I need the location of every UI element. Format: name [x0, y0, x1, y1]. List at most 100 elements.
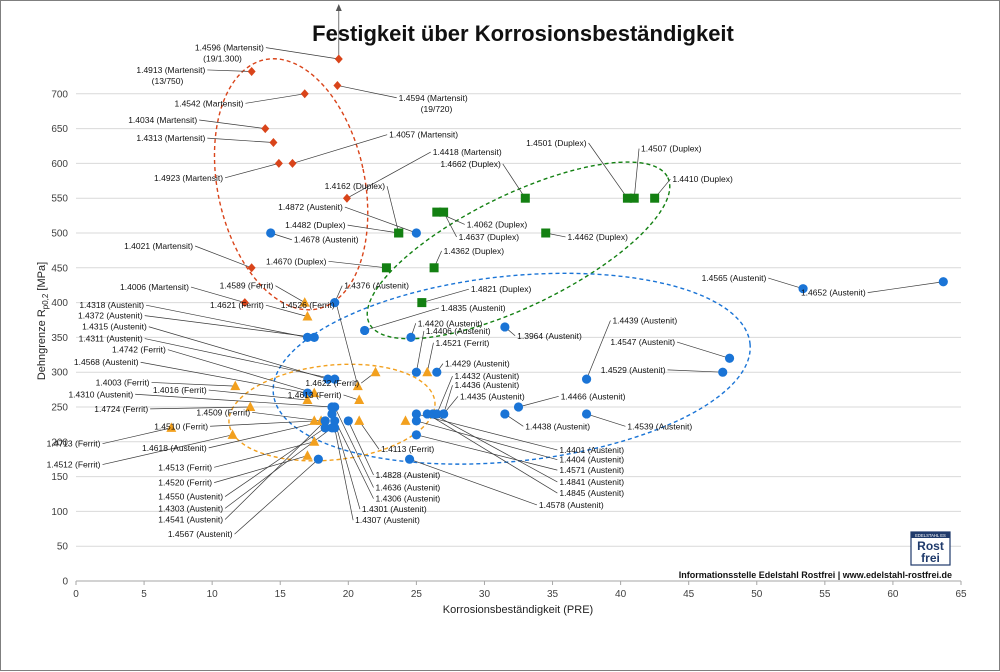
y-axis-title-unit: [MPa] [36, 262, 48, 294]
chart-title: Festigkeit über Korrosionsbeständigkeit [312, 21, 734, 46]
point-label-sub: (19/720) [421, 104, 453, 114]
leader-line [336, 305, 359, 387]
x-tick-label: 35 [547, 589, 559, 600]
point-austenit [422, 409, 432, 419]
point-austenit [581, 374, 592, 384]
leader-line [190, 286, 245, 303]
axes: 0501001502002503003504004505005506006507… [51, 4, 967, 600]
ellipse-martensit [213, 58, 369, 311]
x-tick-label: 30 [479, 589, 491, 600]
leader-line [768, 277, 804, 290]
leader-line [421, 288, 469, 303]
y-tick-label: 500 [51, 229, 68, 240]
point-label: 1.4301 (Austenit) [362, 504, 427, 514]
point-ferrit [230, 380, 241, 391]
point-ferrit [354, 415, 365, 425]
point-austenit [581, 409, 592, 419]
point-ferrit [309, 436, 320, 446]
point-label: 1.4162 (Duplex) [325, 181, 386, 191]
point-martensit [288, 158, 297, 168]
leader-line [144, 338, 335, 380]
leader-line [436, 376, 453, 415]
point-label: 1.4016 (Ferrit) [153, 385, 207, 395]
y-tick-label: 350 [51, 333, 68, 344]
point-label: 1.4670 (Duplex) [266, 256, 327, 266]
point-label: 1.4542 (Martensit) [174, 98, 243, 108]
point-label: 1.4713 (Ferrit) [47, 439, 101, 449]
leader-line [194, 245, 252, 269]
point-martensit [342, 193, 351, 203]
leader-line [245, 93, 305, 104]
leader-line [347, 224, 399, 234]
x-axis-title: Korrosionsbeständigkeit (PRE) [443, 604, 593, 616]
y-tick-label: 600 [51, 159, 68, 170]
point-label: 1.4438 (Austenit) [525, 421, 590, 431]
source-credit: Informationsstelle Edelstahl Rostfrei | … [679, 570, 952, 580]
point-labels: 1.4596 (Martensit)(19/1.300)1.4913 (Mart… [47, 43, 866, 540]
point-label: 1.4507 (Duplex) [641, 144, 702, 154]
leader-line [346, 151, 431, 199]
logo-rost-text: Rost [917, 539, 944, 553]
point-label: 1.4006 (Martensit) [120, 282, 189, 292]
point-label: 1.4432 (Austenit) [455, 371, 520, 381]
point-label: 1.4311 (Austenit) [79, 334, 143, 344]
point-austenit [327, 409, 337, 419]
leader-line [151, 382, 236, 387]
point-label: 1.4828 (Austenit) [376, 470, 441, 480]
leader-line [676, 341, 730, 359]
point-label: 1.4636 (Austenit) [376, 483, 441, 493]
y-axis-title-main: Dehngrenze R [36, 309, 48, 380]
point-label: 1.4589 (Ferrit) [220, 281, 274, 291]
y-tick-label: 550 [51, 194, 68, 205]
point-label-sub: (19/1.300) [203, 54, 242, 64]
y-tick-label: 50 [57, 542, 69, 553]
point-label: 1.4362 (Duplex) [444, 246, 505, 256]
point-duplex [650, 193, 660, 203]
point-label: 1.4466 (Austenit) [561, 391, 626, 401]
y-tick-label: 650 [51, 124, 68, 135]
point-martensit [240, 298, 249, 308]
point-label: 1.4315 (Austenit) [82, 322, 147, 332]
y-tick-label: 200 [51, 437, 68, 448]
leader-line [234, 458, 319, 535]
point-label: 1.4435 (Austenit) [460, 391, 525, 401]
y-tick-label: 450 [51, 263, 68, 274]
point-ferrit [302, 311, 313, 321]
point-label: 1.4113 (Ferrit) [381, 444, 434, 454]
logo-top-text: EDELSTAHL ES [915, 533, 946, 538]
leader-line [102, 434, 233, 465]
point-label: 1.4550 (Austenit) [158, 492, 223, 502]
point-duplex [629, 193, 639, 203]
point-label: 1.4596 (Martensit) [195, 43, 264, 53]
point-label: 1.4062 (Duplex) [467, 219, 528, 229]
point-austenit [330, 416, 340, 426]
point-austenit [330, 423, 340, 433]
leader-line [135, 393, 332, 408]
leader-line [224, 427, 326, 497]
point-duplex [381, 263, 391, 273]
point-austenit [302, 332, 313, 342]
point-austenit [313, 454, 323, 464]
point-austenit [360, 325, 370, 336]
point-label: 1.4618 (Austenit) [142, 443, 207, 453]
y-axis-title: Dehngrenze Rp0,2 [MPa] [36, 262, 50, 380]
x-tick-label: 50 [751, 589, 763, 600]
leader-line [214, 455, 308, 483]
point-martensit [247, 263, 256, 273]
logo-frei-text: frei [921, 551, 940, 565]
point-austenit [343, 416, 353, 426]
point-austenit [500, 322, 510, 332]
point-label: 1.4724 (Ferrit) [94, 404, 148, 414]
leader-line [588, 142, 628, 199]
point-label: 1.4568 (Austenit) [74, 357, 139, 367]
leader-line [224, 163, 279, 179]
leader-line [443, 385, 453, 415]
point-austenit [266, 228, 276, 238]
leader-line [148, 326, 328, 380]
point-austenit [411, 228, 421, 238]
point-label: 1.4510 (Ferrit) [154, 421, 208, 431]
x-tick-label: 65 [955, 589, 967, 600]
leader-line [633, 148, 640, 199]
point-austenit [320, 416, 330, 426]
point-martensit [334, 54, 343, 64]
